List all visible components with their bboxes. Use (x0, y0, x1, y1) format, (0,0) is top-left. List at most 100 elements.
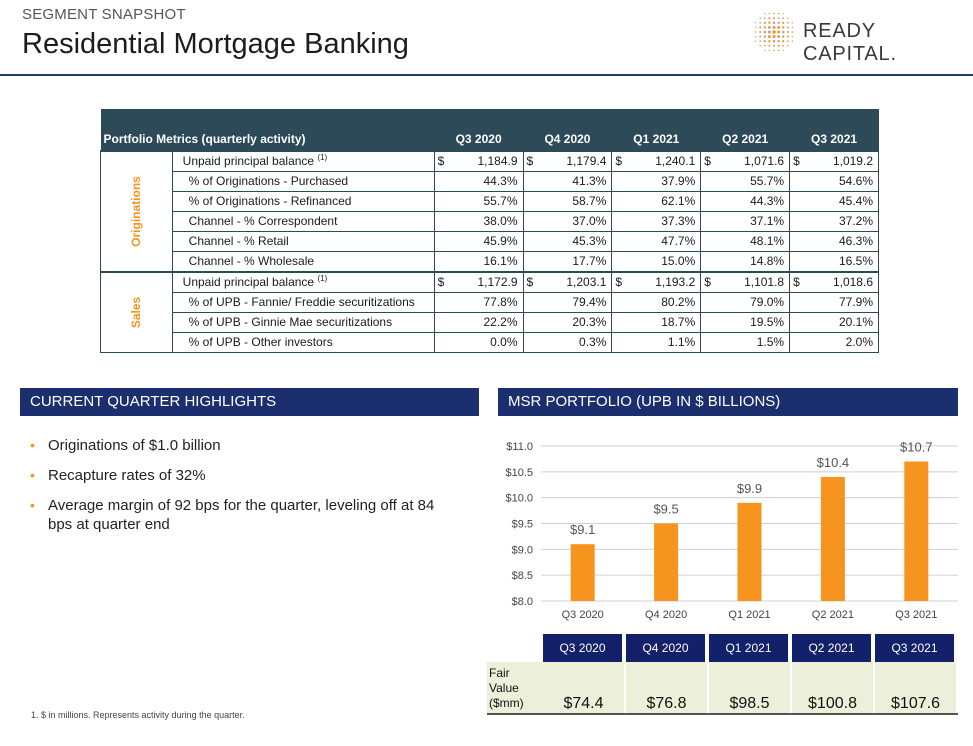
table-row: Channel - % Correspondent 38.0% 37.0% 37.3%… (101, 211, 879, 232)
table-cell: 46.3% (789, 231, 879, 252)
table-cell: $1,179.4 (522, 150, 613, 172)
table-cell: 62.1% (611, 191, 702, 212)
table-cell: 55.7% (433, 191, 524, 212)
x-tick-label: Q3 2020 (562, 609, 604, 621)
x-tick-label: Q1 2021 (728, 609, 770, 621)
bar (904, 461, 929, 601)
bullet-icon: • (30, 467, 35, 483)
table-cell: 80.2% (611, 292, 702, 313)
highlight-item: • Recapture rates of 32% (30, 467, 206, 484)
y-tick-label: $8.5 (512, 570, 533, 582)
y-tick-label: $10.5 (505, 467, 533, 479)
table-cell: 1.5% (700, 332, 791, 353)
page-title: Residential Mortgage Banking (22, 28, 409, 60)
data-label: $10.4 (817, 455, 850, 470)
page-subtitle: SEGMENT SNAPSHOT (22, 6, 186, 23)
table-cell: 77.9% (789, 292, 879, 313)
table-cell: 20.3% (522, 312, 613, 333)
highlight-item: • Originations of $1.0 billion (30, 437, 221, 454)
table-row: Channel - % Retail 45.9% 45.3% 47.7% 48.1% 46… (101, 231, 879, 252)
table-cell: 37.3% (611, 211, 702, 232)
table-cell: 17.7% (522, 251, 613, 273)
row-label: Channel - % Wholesale (172, 251, 435, 273)
table-cell: 54.6% (789, 171, 879, 192)
y-tick-label: $10.0 (505, 493, 533, 505)
table-cell: 48.1% (700, 231, 791, 252)
y-tick-label: $9.5 (512, 519, 533, 531)
column-header: Q2 2021 (700, 129, 790, 151)
table-cell: 37.1% (700, 211, 791, 232)
column-header: Q1 2021 (611, 129, 701, 151)
row-label: % of Originations - Refinanced (172, 191, 435, 212)
table-cell: $1,019.2 (789, 150, 879, 172)
table-cell: 22.2% (433, 312, 524, 333)
portfolio-metrics-table: Portfolio Metrics (quarterly activity) Q3… (100, 109, 879, 353)
table-cell: 45.9% (433, 231, 524, 252)
table-cell: 15.0% (611, 251, 702, 273)
fair-value-row: $74.4 $76.8 $98.5 $100.8 $107.6 (487, 662, 958, 715)
table-cell: 44.3% (433, 171, 524, 192)
footnote: 1. $ in millions. Represents activity du… (31, 710, 245, 720)
bullet-icon: • (30, 497, 35, 513)
table-cell: $1,018.6 (789, 271, 879, 293)
x-tick-label: Q4 2020 (645, 609, 687, 621)
table-cell: 45.4% (789, 191, 879, 212)
table-cell: $1,240.1 (611, 150, 702, 172)
bar (654, 523, 679, 601)
table-cell: 20.1% (789, 312, 879, 333)
highlight-item: • Average margin of 92 bps for the quarte… (30, 497, 435, 533)
logo-mark-icon (754, 12, 794, 52)
fair-value-header: Q3 2020 Q4 2020 Q1 2021 Q2 2021 Q3 2021 (543, 634, 958, 662)
table-cell: 79.0% (700, 292, 791, 313)
table-header-row: Portfolio Metrics (quarterly activity) Q3… (100, 129, 879, 151)
table-cell: 55.7% (700, 171, 791, 192)
table-cell: 2.0% (789, 332, 879, 353)
y-tick-label: $8.0 (512, 596, 533, 608)
table-cell: 38.0% (433, 211, 524, 232)
table-cell: 37.2% (789, 211, 879, 232)
table-row: Channel - % Wholesale 16.1% 17.7% 15.0% 14.8… (101, 251, 879, 273)
table-cell: $1,184.9 (433, 150, 524, 172)
table-cell: 14.8% (700, 251, 791, 273)
ready-capital-logo (754, 12, 794, 52)
table-cell: 41.3% (522, 171, 613, 192)
column-header: Q3 2020 (434, 129, 524, 151)
row-label: % of Originations - Purchased (172, 171, 435, 192)
table-cell: 44.3% (700, 191, 791, 212)
table-row: % of UPB - Ginnie Mae securitizations 22.… (101, 312, 879, 333)
table-row: Originations Unpaid principal balance (1)… (100, 150, 879, 273)
fair-value-column-header: Q3 2020 (543, 634, 624, 662)
y-tick-label: $9.0 (512, 544, 533, 556)
fair-value-cell: $107.6 (875, 662, 958, 713)
data-label: $10.7 (900, 440, 933, 455)
row-label: % of UPB - Other investors (172, 332, 435, 353)
row-label: % of UPB - Fannie/ Freddie securitizatio… (172, 292, 435, 313)
fair-value-label: Fair Value ($mm) (489, 666, 524, 710)
header-divider (0, 74, 973, 76)
row-label: Unpaid principal balance (1) (172, 271, 435, 293)
table-cell: 79.4% (522, 292, 613, 313)
table-title: Portfolio Metrics (quarterly activity) (100, 129, 435, 151)
bullet-icon: • (30, 437, 35, 453)
table-cell: $1,203.1 (522, 271, 613, 293)
bar (820, 477, 845, 601)
table-cell: 0.0% (433, 332, 524, 353)
column-header: Q4 2020 (523, 129, 612, 151)
fair-value-cell: $74.4 (543, 662, 626, 713)
row-label: Channel - % Retail (172, 231, 435, 252)
column-header: Q3 2021 (789, 129, 879, 151)
table-cell: 16.1% (433, 251, 524, 273)
row-label: Unpaid principal balance (1) (172, 150, 435, 172)
table-cell: 1.1% (611, 332, 702, 353)
table-row: Sales Unpaid principal balance (1) $1,172.… (100, 271, 879, 353)
fair-value-column-header: Q1 2021 (709, 634, 790, 662)
table-cell: 37.9% (611, 171, 702, 192)
data-label: $9.1 (570, 522, 595, 537)
x-tick-label: Q3 2021 (895, 609, 937, 621)
table-cell: $1,101.8 (700, 271, 791, 293)
table-cell: 47.7% (611, 231, 702, 252)
table-cell: $1,172.9 (433, 271, 524, 293)
section-label: Originations (100, 150, 173, 273)
table-cell: 19.5% (700, 312, 791, 333)
table-cell: 77.8% (433, 292, 524, 313)
